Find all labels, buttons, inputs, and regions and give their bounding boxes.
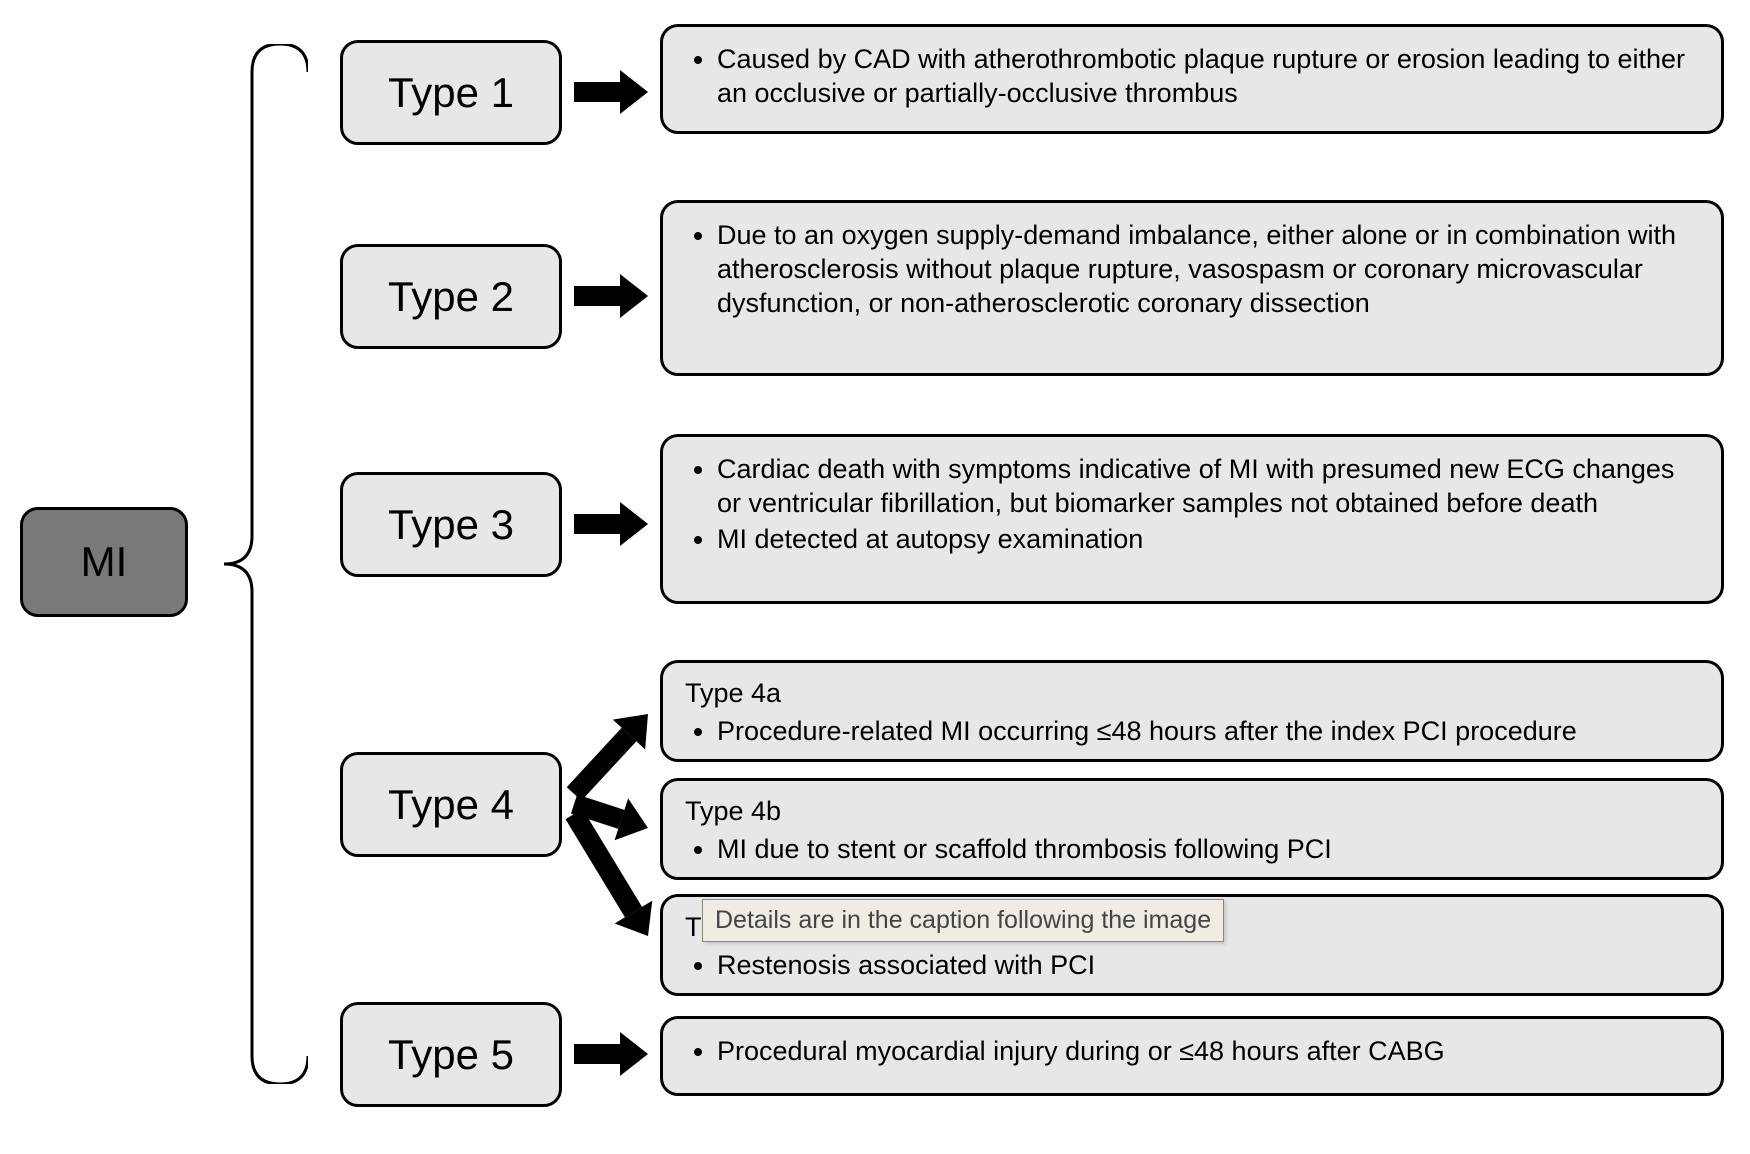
type-node: Type 2 xyxy=(340,244,562,349)
type-node-label: Type 4 xyxy=(388,781,514,829)
type-node: Type 3 xyxy=(340,472,562,577)
arrow-icon xyxy=(574,1032,648,1076)
desc-node: Type 4a Procedure-related MI occurring ≤4… xyxy=(660,660,1724,762)
type-node: Type 5 xyxy=(340,1002,562,1107)
desc-bullet: Restenosis associated with PCI xyxy=(717,949,1703,983)
desc-node: Type 4b MI due to stent or scaffold throm… xyxy=(660,778,1724,880)
desc-bullet-list: Restenosis associated with PCI xyxy=(681,949,1703,983)
desc-bullet: Cardiac death with symptoms indicative o… xyxy=(717,453,1703,521)
desc-node: Cardiac death with symptoms indicative o… xyxy=(660,434,1724,604)
root-node-mi: MI xyxy=(20,507,188,617)
type-node-label: Type 1 xyxy=(388,69,514,117)
type-node-label: Type 3 xyxy=(388,501,514,549)
desc-bullet: Caused by CAD with atherothrombotic plaq… xyxy=(717,43,1703,111)
desc-bullet-list: Procedural myocardial injury during or ≤… xyxy=(681,1035,1703,1069)
root-node-label: MI xyxy=(81,538,128,586)
caption-tooltip: Details are in the caption following the… xyxy=(702,899,1224,942)
desc-bullet-list: Procedure-related MI occurring ≤48 hours… xyxy=(681,715,1703,749)
desc-node: Caused by CAD with atherothrombotic plaq… xyxy=(660,24,1724,134)
desc-bullet-list: MI due to stent or scaffold thrombosis f… xyxy=(681,833,1703,867)
type-node-label: Type 2 xyxy=(388,273,514,321)
desc-bullet: Due to an oxygen supply-demand imbalance… xyxy=(717,219,1703,320)
desc-bullet: Procedural myocardial injury during or ≤… xyxy=(717,1035,1703,1069)
arrow-icon xyxy=(574,274,648,318)
desc-bullet: MI detected at autopsy examination xyxy=(717,523,1703,557)
desc-bullet-list: Caused by CAD with atherothrombotic plaq… xyxy=(681,43,1703,111)
desc-bullet: Procedure-related MI occurring ≤48 hours… xyxy=(717,715,1703,749)
type-node: Type 1 xyxy=(340,40,562,145)
brace xyxy=(198,44,308,1089)
desc-bullet-list: Cardiac death with symptoms indicative o… xyxy=(681,453,1703,556)
desc-node: Due to an oxygen supply-demand imbalance… xyxy=(660,200,1724,376)
caption-tooltip-text: Details are in the caption following the… xyxy=(715,906,1211,934)
desc-node: Procedural myocardial injury during or ≤… xyxy=(660,1016,1724,1096)
desc-subtitle: Type 4a xyxy=(685,677,1703,711)
arrow-icon xyxy=(574,70,648,114)
type-node-label: Type 5 xyxy=(388,1031,514,1079)
desc-bullet: MI due to stent or scaffold thrombosis f… xyxy=(717,833,1703,867)
arrow-icon xyxy=(574,502,648,546)
type-node: Type 4 xyxy=(340,752,562,857)
desc-bullet-list: Due to an oxygen supply-demand imbalance… xyxy=(681,219,1703,320)
desc-subtitle: Type 4b xyxy=(685,795,1703,829)
